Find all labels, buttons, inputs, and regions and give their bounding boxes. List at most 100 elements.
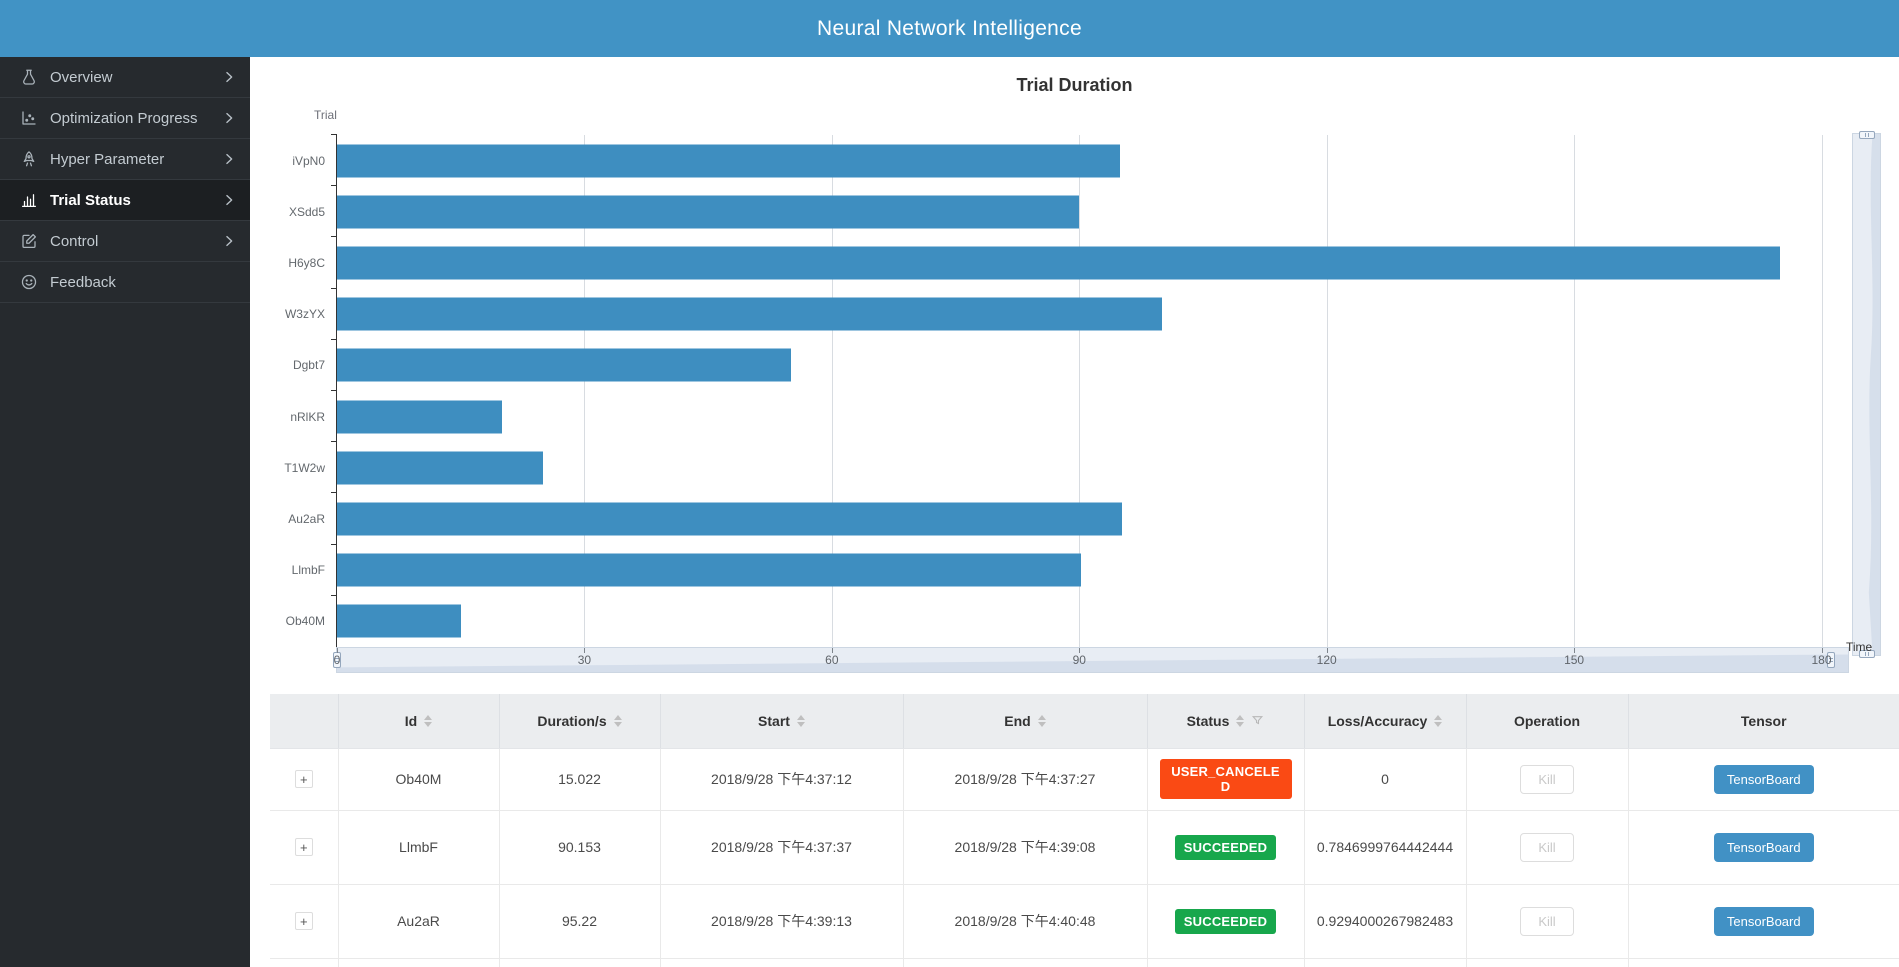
sort-carets-icon[interactable] xyxy=(1236,714,1245,727)
datazoom-shadow xyxy=(337,654,1848,672)
sort-carets-icon[interactable] xyxy=(613,714,622,727)
cell-start: 2018/9/28 下午4:37:37 xyxy=(660,810,904,885)
column-header-status[interactable]: Status xyxy=(1147,694,1305,749)
y-axis-category-label: H6y8C xyxy=(288,256,325,270)
bar-H6y8C[interactable] xyxy=(337,246,1781,280)
datazoom-handle-right[interactable] xyxy=(1827,652,1836,668)
smiley-icon xyxy=(20,273,38,291)
gridline xyxy=(1574,135,1576,647)
sidebar-item-feedback[interactable]: Feedback xyxy=(0,262,250,303)
column-header-label: End xyxy=(1004,712,1031,729)
y-axis-category-label: W3zYX xyxy=(284,307,325,322)
tensorboard-button[interactable]: TensorBoard xyxy=(1713,764,1814,794)
sort-carets-icon[interactable] xyxy=(1434,714,1443,727)
expand-row-button[interactable]: + xyxy=(294,838,313,856)
column-header-tensor: Tensor xyxy=(1628,694,1899,749)
bar-iVpN0[interactable] xyxy=(337,144,1121,178)
sort-carets-icon[interactable] xyxy=(424,714,433,727)
column-header-end[interactable]: End xyxy=(903,694,1148,749)
y-axis-category-label: Au2aR xyxy=(288,512,325,527)
sidebar-item-trial-status[interactable]: Trial Status xyxy=(0,180,250,221)
bar-XSdd5[interactable] xyxy=(337,195,1080,229)
chart-bars: iVpN0 XSdd5 H6y8C W3zYX Dgbt7 nRlKR T1W2w Au2aR… xyxy=(284,133,1838,647)
y-axis-category-label: Dgbt7 xyxy=(292,358,325,373)
column-header-id[interactable]: Id xyxy=(338,694,500,749)
sort-carets-icon[interactable] xyxy=(1037,714,1046,727)
bar-W3zYX[interactable] xyxy=(337,297,1162,331)
column-header-duration[interactable]: Duration/s xyxy=(499,694,661,749)
column-header-label: Operation xyxy=(1513,712,1581,729)
x-axis-tick xyxy=(584,648,586,653)
bar-nRlKR[interactable] xyxy=(337,400,502,434)
flask-icon xyxy=(20,68,38,86)
chevron-right-icon xyxy=(222,234,236,248)
kill-button[interactable]: Kill xyxy=(1520,906,1574,936)
cell-duration: 15.022 xyxy=(499,748,661,811)
cell-start: 2018/9/28 下午4:39:13 xyxy=(660,884,904,959)
sidebar-item-control[interactable]: Control xyxy=(0,221,250,262)
sidebar-item-label: Control xyxy=(50,232,99,250)
cell-end: 2018/9/28 下午4:40:48 xyxy=(903,884,1148,959)
cell-id: LlmbF xyxy=(338,810,500,885)
x-axis-tick xyxy=(337,648,338,653)
x-axis-tick-label: 150 xyxy=(1564,653,1585,667)
chevron-right-icon xyxy=(222,193,236,207)
bar-Au2aR[interactable] xyxy=(337,502,1123,536)
column-header-operation: Operation xyxy=(1466,694,1629,749)
bar-T1W2w[interactable] xyxy=(337,451,544,485)
x-axis-tick-label: 30 xyxy=(577,653,592,667)
x-axis-name: Time xyxy=(1846,640,1873,654)
kill-button[interactable]: Kill xyxy=(1520,832,1574,862)
table-row-partial xyxy=(270,958,1899,967)
table-row-LlmbF: + LlmbF 90.153 2018/9/28 下午4:37:37 2018/9/28… xyxy=(270,810,1899,885)
table-row-Au2aR: + Au2aR 95.22 2018/9/28 下午4:39:13 2018/9/28 … xyxy=(270,884,1899,959)
sort-carets-icon[interactable] xyxy=(796,714,805,727)
gridline xyxy=(1326,135,1328,647)
filter-icon[interactable] xyxy=(1251,714,1264,727)
kill-button[interactable]: Kill xyxy=(1520,764,1574,794)
x-axis-tick-label: 60 xyxy=(825,653,839,667)
datazoom-handle-top[interactable] xyxy=(1858,131,1875,139)
column-header-label: Start xyxy=(758,712,790,729)
sidebar-item-optimization-progress[interactable]: Optimization Progress xyxy=(0,98,250,139)
tensorboard-button[interactable]: TensorBoard xyxy=(1713,906,1814,936)
x-axis-tick xyxy=(1574,648,1576,653)
column-header-label: Loss/Accuracy xyxy=(1327,712,1428,729)
chart-category-row: W3zYX xyxy=(285,287,1838,340)
cell-start: 2018/9/28 下午4:37:12 xyxy=(660,748,904,811)
column-header-expand xyxy=(270,694,339,749)
cell-duration: 95.22 xyxy=(499,884,661,959)
trials-table-section: Id Duration/s Start End Status Loss/Accuracy O… xyxy=(270,694,1899,967)
column-header-loss[interactable]: Loss/Accuracy xyxy=(1304,694,1467,749)
expand-row-button[interactable]: + xyxy=(294,912,313,930)
cell-id: Ob40M xyxy=(338,748,500,811)
chart-category-row: T1W2w xyxy=(284,441,1838,493)
column-header-start[interactable]: Start xyxy=(660,694,904,749)
chart-category-row: Dgbt7 xyxy=(293,338,1838,391)
scatter-chart-icon xyxy=(20,109,38,127)
cell-loss-accuracy: 0.9294000267982483 xyxy=(1304,884,1467,959)
bar-Dgbt7[interactable] xyxy=(337,348,791,382)
tensorboard-button[interactable]: TensorBoard xyxy=(1713,832,1814,862)
sidebar-item-label: Hyper Parameter xyxy=(50,150,165,168)
sidebar-item-overview[interactable]: Overview xyxy=(0,57,250,98)
datazoom-shadow xyxy=(1868,134,1880,655)
datazoom-slider-vertical[interactable] xyxy=(1852,131,1881,658)
status-badge: SUCCEEDED xyxy=(1174,834,1277,860)
expand-row-button[interactable]: + xyxy=(294,770,313,788)
gridline xyxy=(1079,135,1081,647)
x-axis-tick xyxy=(1079,648,1081,653)
sidebar-item-hyper-parameter[interactable]: Hyper Parameter xyxy=(0,139,250,180)
bar-Ob40M[interactable] xyxy=(337,604,461,638)
sidebar-item-label: Trial Status xyxy=(50,191,131,209)
column-header-label: Status xyxy=(1186,712,1230,729)
table-row-Ob40M: + Ob40M 15.022 2018/9/28 下午4:37:12 2018/9/28… xyxy=(270,748,1899,811)
x-axis-tick-label: 0 xyxy=(333,653,341,667)
datazoom-handle-bottom[interactable] xyxy=(1858,650,1875,658)
table-header-row: Id Duration/s Start End Status Loss/Accuracy O… xyxy=(270,694,1899,749)
datazoom-slider-horizontal[interactable] xyxy=(333,647,1849,673)
bar-LlmbF[interactable] xyxy=(337,553,1081,587)
trial-duration-chart: Trial Duration Trial iVpN0 XSdd5 H6y8C W3zY… xyxy=(250,57,1899,694)
x-axis-tick xyxy=(1821,648,1823,653)
x-axis-tick-label: 120 xyxy=(1316,653,1337,667)
